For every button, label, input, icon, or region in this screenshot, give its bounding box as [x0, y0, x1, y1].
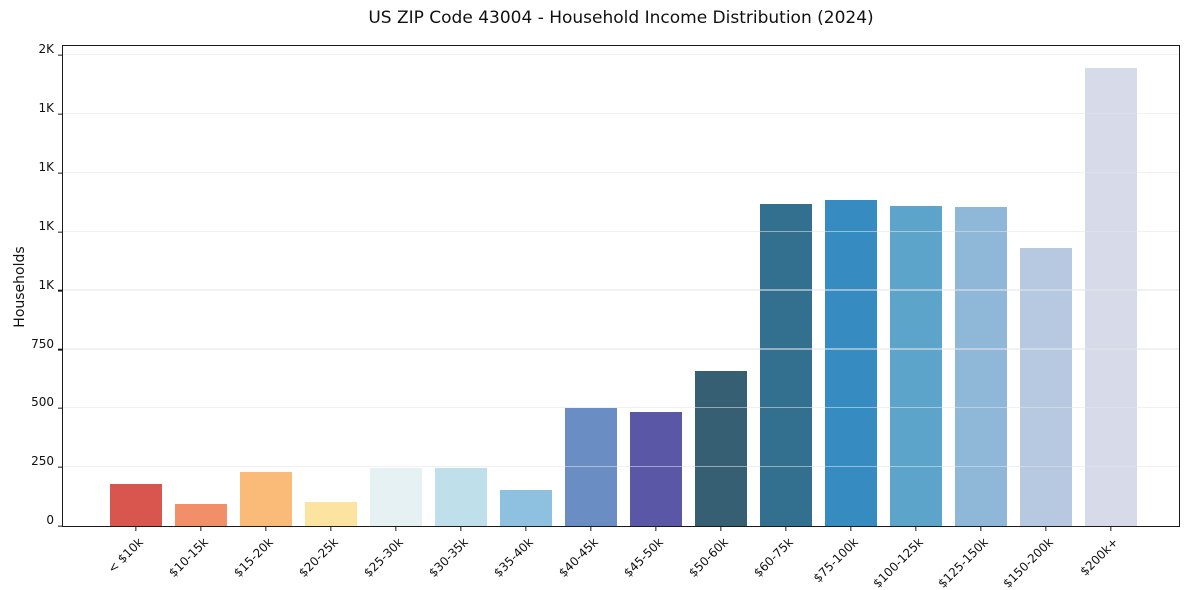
x-tick-label: $10-15k [165, 535, 211, 580]
y-tick-label: 750 [31, 336, 54, 351]
x-tick-label: $125-150k [934, 535, 991, 590]
x-tick-mark [134, 526, 137, 531]
y-tick-mark [58, 172, 63, 174]
bar-slot-7: $40-45k [556, 46, 623, 580]
x-tick-mark [264, 526, 267, 531]
bar-11 [824, 200, 877, 526]
bar-12 [889, 206, 942, 526]
chart-title: US ZIP Code 43004 - Household Income Dis… [368, 8, 874, 28]
x-tick-label: $50-60k [685, 535, 731, 580]
plot-area: < $10k $10-15k $15-20k $20-25k $25-30k $30-35… [31, 42, 1180, 590]
bar-slot-5: $30-35k [426, 46, 493, 580]
y-tick-mark [58, 54, 63, 57]
bar-0 [109, 483, 162, 526]
bar-8 [629, 412, 682, 526]
y-tick-label: 1K [38, 101, 54, 116]
bar-3 [304, 501, 357, 526]
bar-slot-14: $150-200k [1000, 46, 1078, 590]
y-tick-mark [58, 231, 63, 233]
x-tick-mark [914, 526, 917, 531]
bar-9 [694, 370, 747, 526]
x-tick-label: $200k+ [1076, 535, 1121, 579]
bar-slot-2: $15-20k [231, 46, 298, 580]
y-tick-mark [58, 348, 63, 351]
y-tick-label: 0 [46, 513, 54, 527]
bar-10 [759, 203, 812, 526]
y-tick-label: 500 [31, 395, 54, 410]
bar-slot-9: $50-60k [686, 46, 753, 580]
x-tick-mark [1044, 526, 1047, 531]
bar-2 [239, 472, 292, 526]
bar-slot-6: $35-40k [491, 46, 558, 580]
x-tick-mark [459, 526, 462, 531]
x-tick-label: < $10k [104, 535, 146, 576]
bar-slot-11: $75-100k [810, 46, 883, 585]
y-tick-mark [58, 466, 63, 468]
y-tick-label: 250 [31, 454, 54, 469]
x-tick-mark [394, 526, 397, 531]
bar-6 [499, 489, 552, 526]
x-tick-mark [329, 526, 332, 531]
x-tick-mark [524, 526, 527, 531]
y-tick-mark [58, 290, 63, 292]
y-tick-mark [58, 113, 63, 115]
y-tick-label: 1K [38, 160, 54, 175]
bar-slot-10: $60-75k [751, 46, 818, 580]
bar-slot-13: $125-150k [935, 46, 1013, 590]
y-axis-label: Households [12, 246, 28, 328]
y-tick-mark [58, 525, 63, 527]
bar-1 [174, 503, 227, 526]
bar-7 [564, 408, 617, 526]
y-tick-label: 1K [38, 277, 54, 292]
x-tick-mark [589, 526, 592, 531]
bar-5 [434, 467, 487, 526]
bar-slot-4: $25-30k [361, 46, 428, 580]
x-tick-label: $20-25k [295, 535, 341, 580]
bar-slot-0: < $10k [103, 46, 168, 576]
x-tick-label: $35-40k [490, 535, 536, 580]
bar-slot-3: $20-25k [296, 46, 363, 580]
y-tick-label: 2K [38, 42, 54, 57]
bars-row: < $10k $10-15k $15-20k $20-25k $25-30k $30-35… [63, 46, 1179, 590]
y-tick-label: 1K [38, 218, 54, 233]
bar-14 [1019, 248, 1072, 526]
x-tick-mark [784, 526, 787, 531]
x-tick-label: $25-30k [360, 535, 406, 580]
x-tick-label: $40-45k [555, 535, 601, 580]
x-tick-label: $60-75k [750, 535, 796, 580]
x-tick-label: $30-35k [425, 535, 471, 580]
y-tick-mark [58, 407, 63, 410]
x-tick-mark [654, 526, 657, 531]
bar-15 [1084, 68, 1137, 526]
x-tick-label: $15-20k [230, 535, 276, 580]
bar-slot-12: $100-125k [870, 46, 948, 590]
bar-slot-1: $10-15k [166, 46, 233, 580]
x-tick-label: $45-50k [620, 535, 666, 580]
bar-slot-15: $200k+ [1077, 46, 1143, 579]
x-tick-mark [1109, 526, 1112, 531]
bar-4 [369, 468, 422, 526]
bar-slot-8: $45-50k [621, 46, 688, 580]
bar-13 [954, 207, 1007, 526]
x-tick-mark [979, 526, 982, 531]
x-tick-label: $75-100k [810, 535, 861, 586]
x-tick-label: $100-125k [869, 535, 926, 590]
x-tick-mark [199, 526, 202, 531]
x-tick-mark [719, 526, 722, 531]
x-tick-mark [849, 526, 852, 531]
x-tick-label: $150-200k [999, 535, 1056, 590]
